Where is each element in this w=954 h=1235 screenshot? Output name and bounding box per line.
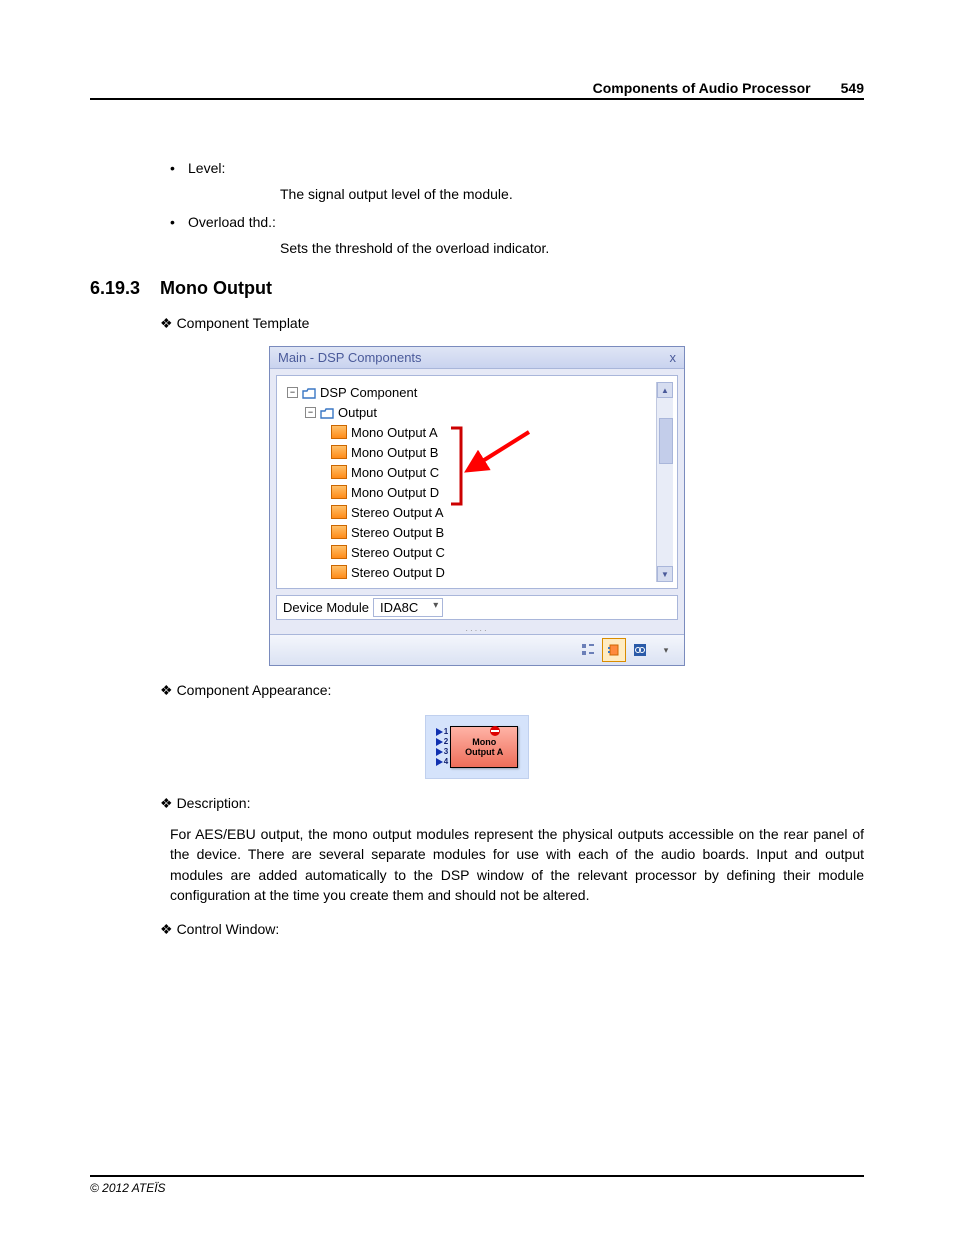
subsection-component-appearance: ❖ Component Appearance: (160, 682, 864, 699)
component-icon (331, 545, 347, 559)
bullet-label: Overload thd.: (188, 214, 276, 230)
port-number: 3 (444, 748, 448, 756)
no-entry-icon (489, 725, 501, 737)
tree-item-label: Mono Output D (351, 485, 439, 500)
scroll-up-icon[interactable]: ▲ (657, 382, 673, 398)
subsection-label: Description: (177, 795, 251, 812)
device-module-label: Device Module (283, 600, 369, 615)
tree-item-label: Mono Output A (351, 425, 438, 440)
component-label-line2: Output A (465, 747, 503, 757)
component-icon (331, 565, 347, 579)
panel-toolbar: ▾ (270, 634, 684, 665)
diamond-marker: ❖ (160, 315, 173, 332)
device-module-select[interactable]: IDA8C (373, 598, 443, 617)
component-icon (331, 465, 347, 479)
header-title: Components of Audio Processor (593, 80, 811, 96)
section-number: 6.19.3 (90, 278, 160, 299)
tree-root-label: DSP Component (320, 385, 417, 400)
tree-item-label: Stereo Output D (351, 565, 445, 580)
tree-group[interactable]: − Output (281, 402, 656, 422)
collapse-icon[interactable]: − (287, 387, 298, 398)
panel-title-text: Main - DSP Components (278, 350, 422, 365)
port-arrow-icon (436, 738, 443, 746)
dsp-components-panel: Main - DSP Components x − DSP Component … (269, 346, 685, 666)
tree-item[interactable]: Mono Output B (281, 442, 656, 462)
port: 1 (436, 727, 448, 737)
subsection-description: ❖ Description: (160, 795, 864, 812)
tree-item[interactable]: Stereo Output B (281, 522, 656, 542)
component-block[interactable]: Mono Output A (450, 726, 518, 768)
bullet-item: • Level: (170, 160, 864, 176)
tree-group-label: Output (338, 405, 377, 420)
bullet-marker: • (170, 160, 188, 176)
folder-icon (302, 387, 316, 398)
bullet-description: Sets the threshold of the overload indic… (280, 240, 864, 256)
header-page-number: 549 (841, 80, 864, 96)
tree-item-label: Mono Output C (351, 465, 439, 480)
component-icon (331, 445, 347, 459)
scroll-track[interactable] (658, 398, 672, 566)
toolbar-tree-icon[interactable] (576, 638, 600, 662)
collapse-icon[interactable]: − (305, 407, 316, 418)
port: 4 (436, 757, 448, 767)
section-title: Mono Output (160, 278, 272, 299)
page-footer: © 2012 ATEÏS (90, 1175, 864, 1195)
tree-item[interactable]: Stereo Output A (281, 502, 656, 522)
bullet-item: • Overload thd.: (170, 214, 864, 230)
toolbar-link-icon[interactable] (628, 638, 652, 662)
scrollbar[interactable]: ▲ ▼ (656, 382, 673, 582)
page-header: Components of Audio Processor 549 (90, 80, 864, 100)
bullet-list: • Level: The signal output level of the … (170, 160, 864, 256)
description-text: For AES/EBU output, the mono output modu… (170, 824, 864, 905)
component-icon (331, 485, 347, 499)
subsection-label: Component Appearance: (177, 682, 332, 699)
port: 2 (436, 737, 448, 747)
port-arrow-icon (436, 758, 443, 766)
resize-grip[interactable]: ····· (270, 626, 684, 634)
tree-item-label: Mono Output B (351, 445, 438, 460)
device-module-value: IDA8C (380, 600, 418, 615)
subsection-label: Component Template (177, 315, 310, 332)
tree-item[interactable]: Mono Output D (281, 482, 656, 502)
subsection-component-template: ❖ Component Template (160, 315, 864, 332)
tree-item[interactable]: Stereo Output C (281, 542, 656, 562)
subsection-label: Control Window: (177, 921, 280, 938)
port-arrow-icon (436, 728, 443, 736)
component-icon (331, 425, 347, 439)
folder-icon (320, 407, 334, 418)
diamond-marker: ❖ (160, 795, 173, 812)
port-number: 4 (444, 758, 448, 766)
toolbar-dropdown-icon[interactable]: ▾ (654, 638, 678, 662)
diamond-marker: ❖ (160, 921, 173, 938)
tree-view[interactable]: − DSP Component − Output (276, 375, 678, 589)
diamond-marker: ❖ (160, 682, 173, 699)
component-ports: 1 2 3 4 (436, 727, 448, 767)
component-icon (331, 525, 347, 539)
close-icon[interactable]: x (670, 350, 677, 365)
tree-item[interactable]: Stereo Output D (281, 562, 656, 582)
component-icon (331, 505, 347, 519)
section-heading: 6.19.3 Mono Output (90, 278, 864, 299)
toolbar-component-icon[interactable] (602, 638, 626, 662)
port-arrow-icon (436, 748, 443, 756)
component-preview: 1 2 3 4 Mono Output A (425, 715, 529, 779)
device-module-row: Device Module IDA8C (276, 595, 678, 620)
tree-item[interactable]: Mono Output A (281, 422, 656, 442)
tree-item[interactable]: Mono Output C (281, 462, 656, 482)
tree-root[interactable]: − DSP Component (281, 382, 656, 402)
scroll-thumb[interactable] (659, 418, 673, 464)
tree-item-label: Stereo Output B (351, 525, 444, 540)
port: 3 (436, 747, 448, 757)
bullet-description: The signal output level of the module. (280, 186, 864, 202)
subsection-control-window: ❖ Control Window: (160, 921, 864, 938)
component-label-line1: Mono (472, 737, 496, 747)
panel-titlebar[interactable]: Main - DSP Components x (270, 347, 684, 369)
bullet-label: Level: (188, 160, 225, 176)
port-number: 2 (444, 738, 448, 746)
scroll-down-icon[interactable]: ▼ (657, 566, 673, 582)
tree-item-label: Stereo Output C (351, 545, 445, 560)
tree-item-label: Stereo Output A (351, 505, 444, 520)
port-number: 1 (444, 728, 448, 736)
bullet-marker: • (170, 214, 188, 230)
